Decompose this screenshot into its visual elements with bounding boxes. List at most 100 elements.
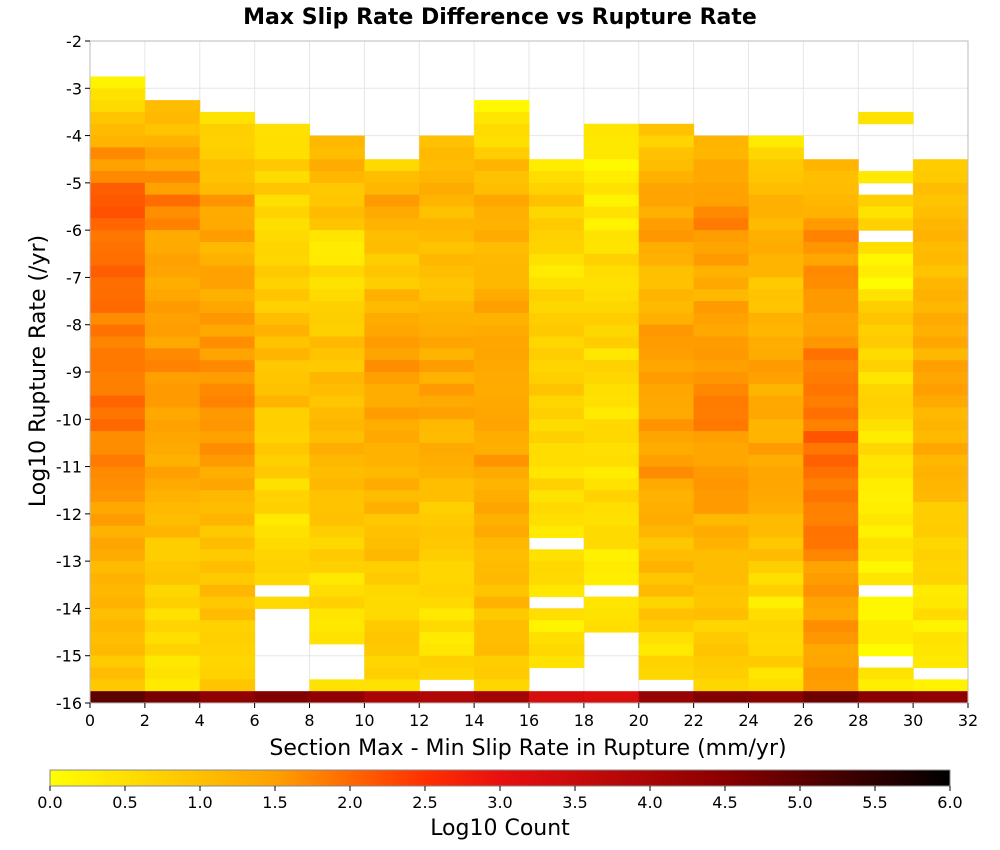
heatmap-cell xyxy=(199,549,256,562)
heatmap-cell xyxy=(90,383,146,397)
heatmap-cell xyxy=(529,419,585,432)
heatmap-cell xyxy=(913,419,969,432)
heatmap-cell xyxy=(90,336,146,349)
heatmap-cell xyxy=(803,419,859,432)
heatmap-cell xyxy=(364,360,420,373)
heatmap-cell xyxy=(693,419,749,432)
heatmap-cell xyxy=(913,632,969,645)
heatmap-cell-bottom-row xyxy=(254,691,310,703)
heatmap-cell xyxy=(529,253,585,267)
heatmap-cell xyxy=(144,100,201,113)
heatmap-cell xyxy=(419,336,475,349)
heatmap-cell xyxy=(144,182,201,196)
heatmap-cell xyxy=(693,159,749,172)
heatmap-cell xyxy=(309,253,365,267)
heatmap-cell xyxy=(419,454,475,468)
heatmap-cell xyxy=(309,171,365,184)
heatmap-cell xyxy=(364,230,420,243)
heatmap-cell xyxy=(638,490,695,503)
y-tick-label: -2 xyxy=(66,32,82,51)
heatmap-cell xyxy=(199,655,256,669)
heatmap-cell xyxy=(529,383,585,397)
heatmap-cell xyxy=(309,135,365,148)
heatmap-cell xyxy=(144,608,201,621)
heatmap-cell xyxy=(199,502,256,515)
heatmap-cell xyxy=(858,265,914,278)
heatmap-cell xyxy=(529,348,585,361)
heatmap-cell xyxy=(474,312,530,326)
heatmap-cell xyxy=(858,206,914,219)
heatmap-cell xyxy=(474,513,530,527)
heatmap-cell xyxy=(583,147,640,160)
heatmap-cell xyxy=(254,383,310,397)
heatmap-cell xyxy=(803,253,859,267)
heatmap-cell xyxy=(144,667,201,680)
heatmap-cell xyxy=(913,431,969,444)
heatmap-cell xyxy=(638,336,695,349)
heatmap-cell xyxy=(144,336,201,349)
heatmap-cell xyxy=(254,454,310,468)
heatmap-cell xyxy=(474,572,530,586)
heatmap-cell xyxy=(364,194,420,207)
heatmap-cell xyxy=(913,159,969,172)
x-tick-label: 20 xyxy=(629,711,649,730)
heatmap-cell-bottom-row xyxy=(364,691,420,703)
heatmap-cell xyxy=(693,218,749,231)
heatmap-cell xyxy=(309,182,365,196)
heatmap-cell xyxy=(803,478,859,491)
heatmap-cell xyxy=(638,159,695,172)
heatmap-cell xyxy=(364,655,420,669)
heatmap-cell xyxy=(858,478,914,491)
heatmap-cell xyxy=(254,265,310,278)
heatmap-cell xyxy=(199,490,256,503)
heatmap-cell xyxy=(583,206,640,219)
heatmap-cell xyxy=(199,218,256,231)
colorbar-tick-label: 6.0 xyxy=(937,793,962,812)
heatmap-cell xyxy=(364,301,420,314)
heatmap-cell xyxy=(583,466,640,479)
heatmap-cell xyxy=(748,596,804,609)
heatmap-cell xyxy=(913,194,969,207)
heatmap-cell xyxy=(803,289,859,302)
heatmap-cell xyxy=(693,643,749,657)
heatmap-cell xyxy=(638,372,695,385)
heatmap-cell xyxy=(803,171,859,184)
heatmap-cell xyxy=(364,513,420,527)
heatmap-cell xyxy=(309,442,365,456)
heatmap-cell xyxy=(364,454,420,468)
heatmap-cell xyxy=(254,537,310,550)
heatmap-cell xyxy=(309,679,365,692)
heatmap-cell xyxy=(90,525,146,538)
heatmap-cell xyxy=(858,336,914,349)
heatmap-cell xyxy=(309,584,365,598)
heatmap-cell xyxy=(254,206,310,219)
heatmap-cell xyxy=(474,301,530,314)
heatmap-cell xyxy=(254,159,310,172)
heatmap-cell xyxy=(364,679,420,692)
heatmap-cell xyxy=(199,230,256,243)
heatmap-cell xyxy=(803,561,859,574)
heatmap-cell xyxy=(583,419,640,432)
heatmap-cell xyxy=(144,419,201,432)
heatmap-cell xyxy=(419,194,475,207)
heatmap-cell xyxy=(529,502,585,515)
heatmap-cell xyxy=(529,454,585,468)
heatmap-cell xyxy=(638,123,695,137)
heatmap-cell xyxy=(913,442,969,456)
heatmap-cell xyxy=(693,608,749,621)
heatmap-cell xyxy=(364,206,420,219)
heatmap-cell xyxy=(90,407,146,420)
heatmap-cell xyxy=(419,395,475,408)
heatmap-cell xyxy=(309,383,365,397)
heatmap-cell xyxy=(529,490,585,503)
y-tick-label: -3 xyxy=(66,79,82,98)
heatmap-cell xyxy=(638,537,695,550)
heatmap-cell xyxy=(803,265,859,278)
heatmap-cell xyxy=(364,348,420,361)
heatmap-cell xyxy=(693,253,749,267)
heatmap-cell xyxy=(748,372,804,385)
heatmap-cell xyxy=(254,561,310,574)
heatmap-cell xyxy=(748,241,804,255)
heatmap-cell-bottom-row xyxy=(858,691,914,703)
heatmap-cell-bottom-row xyxy=(199,691,256,703)
